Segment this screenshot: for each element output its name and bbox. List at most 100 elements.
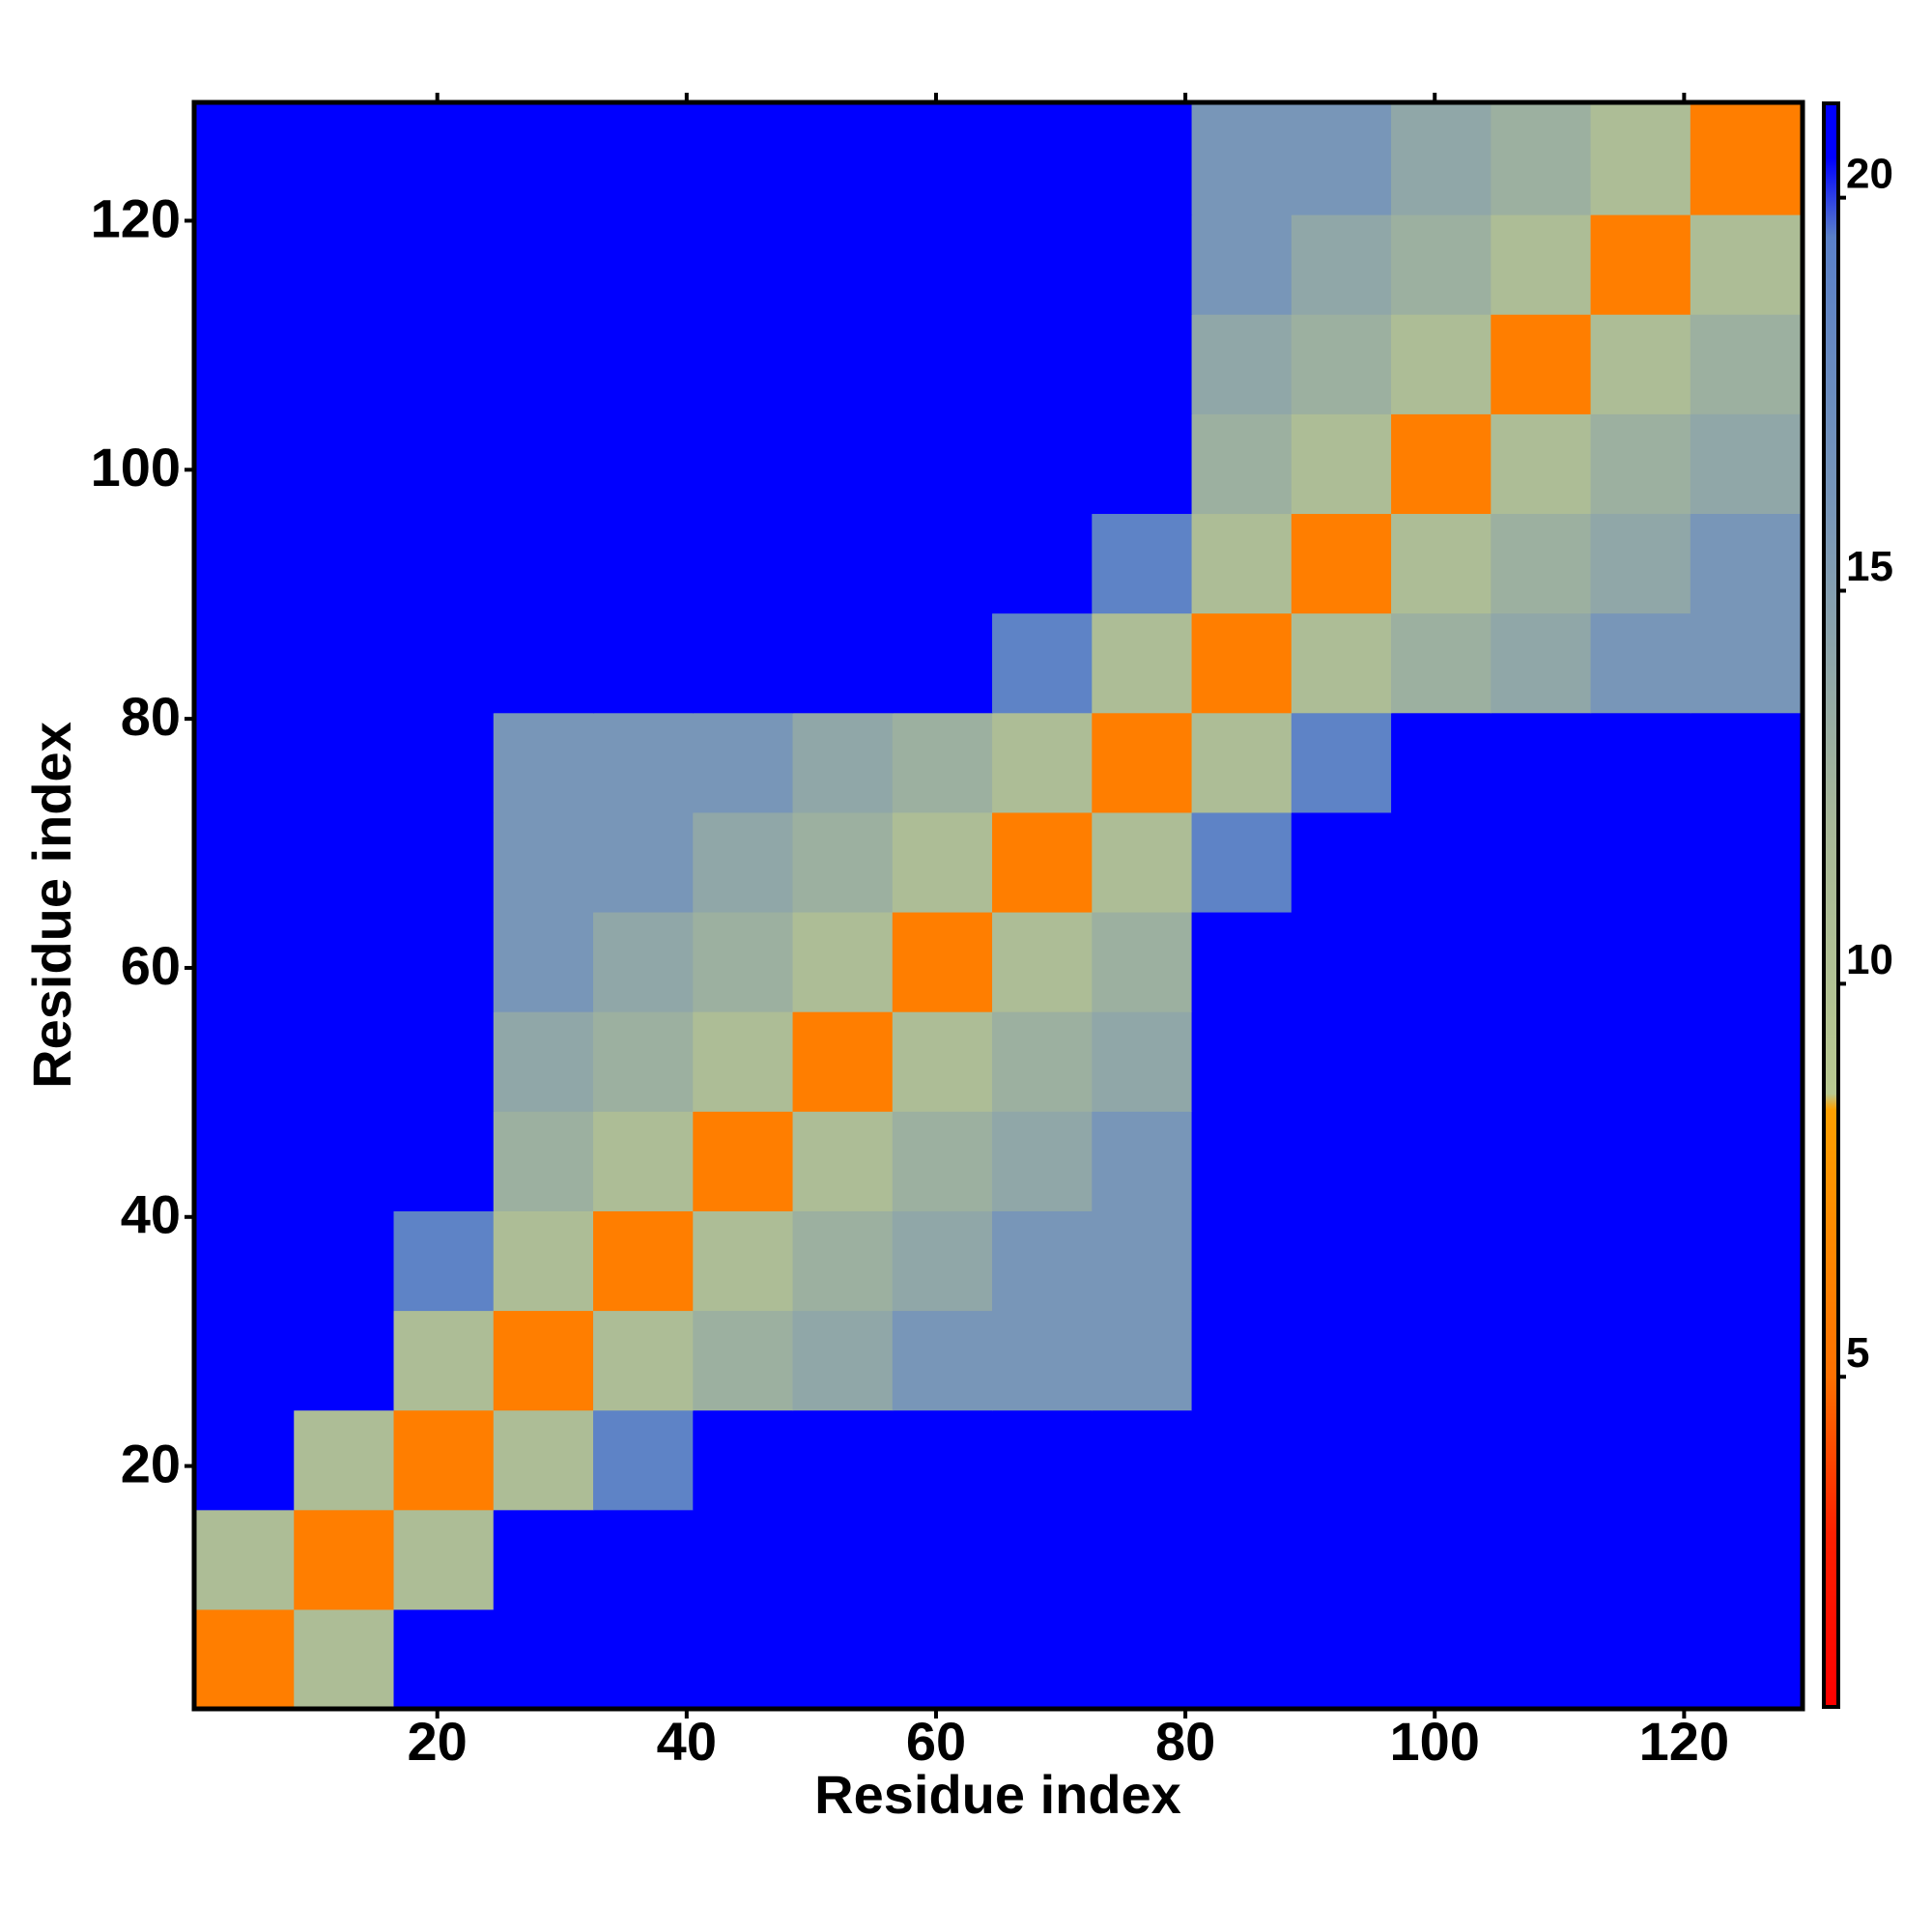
heatmap-cell — [1491, 612, 1592, 714]
heatmap-cell — [1391, 612, 1492, 714]
heatmap-cell — [892, 612, 993, 714]
heatmap-cell — [992, 1608, 1093, 1710]
heatmap-cell — [892, 712, 993, 813]
heatmap-cell — [693, 1608, 794, 1710]
heatmap-cell — [1191, 1011, 1293, 1112]
heatmap-cell — [294, 1409, 395, 1511]
heatmap-cell — [1491, 1210, 1592, 1312]
heatmap-cell — [1092, 1509, 1193, 1610]
heatmap-cell — [294, 1111, 395, 1211]
heatmap-cell — [1191, 102, 1293, 215]
heatmap-cell — [1191, 214, 1293, 315]
heatmap-cell — [294, 102, 395, 215]
heatmap-cell — [1491, 314, 1592, 414]
heatmap-cell — [493, 712, 594, 813]
heatmap-cell — [1590, 911, 1691, 1012]
heatmap-cell — [1291, 1111, 1392, 1211]
heatmap-cell — [593, 102, 694, 215]
plot-frame — [191, 99, 1805, 1712]
heatmap-cell — [593, 1111, 694, 1211]
heatmap-cell — [1191, 1210, 1293, 1312]
heatmap-cell — [493, 1210, 594, 1312]
heatmap-cell — [1590, 413, 1691, 515]
heatmap-cell — [1092, 102, 1193, 215]
heatmap-cell — [294, 911, 395, 1012]
heatmap-cell — [593, 811, 694, 913]
heatmap-cell — [294, 1210, 395, 1312]
heatmap-cell — [992, 314, 1093, 414]
x-tick-label: 120 — [1639, 1711, 1729, 1772]
heatmap-cell — [493, 413, 594, 515]
heatmap-cell — [1092, 911, 1193, 1012]
heatmap-cell — [1291, 1509, 1392, 1610]
heatmap-cell — [1092, 811, 1193, 913]
heatmap-cell — [1690, 811, 1804, 913]
heatmap-cell — [792, 712, 894, 813]
heatmap-cell — [693, 712, 794, 813]
heatmap-cell — [194, 413, 295, 515]
heatmap-cell — [1491, 513, 1592, 614]
heatmap-cell — [1690, 1210, 1804, 1312]
heatmap-cell — [1690, 1011, 1804, 1112]
heatmap-cell — [593, 712, 694, 813]
heatmap-cell — [1690, 712, 1804, 813]
heatmap-cell — [1590, 1310, 1691, 1411]
heatmap-cell — [593, 314, 694, 414]
heatmap-cell — [1491, 102, 1592, 215]
x-tick-label: 20 — [408, 1711, 468, 1772]
y-tick-label: 100 — [91, 437, 181, 497]
heatmap-cell — [693, 1509, 794, 1610]
heatmap-cell — [194, 1011, 295, 1112]
heatmap-cell — [1690, 1310, 1804, 1411]
heatmap-cell — [1291, 712, 1392, 813]
heatmap-cell — [1191, 1608, 1293, 1710]
heatmap-cell — [693, 911, 794, 1012]
heatmap-cell — [493, 911, 594, 1012]
heatmap-cell — [194, 811, 295, 913]
heatmap-cell — [892, 1608, 993, 1710]
heatmap-cell — [393, 513, 495, 614]
x-axis-label: Residue index — [814, 1764, 1181, 1825]
heatmap-cell — [294, 214, 395, 315]
heatmap-cell — [1690, 911, 1804, 1012]
heatmap-cell — [593, 214, 694, 315]
heatmap-cell — [1391, 911, 1492, 1012]
heatmap-cell — [1092, 513, 1193, 614]
heatmap-cell — [1391, 102, 1492, 215]
heatmap-cell — [1092, 314, 1193, 414]
heatmap-cell — [1690, 102, 1804, 215]
heatmap-cell — [1291, 102, 1392, 215]
heatmap-cell — [1092, 413, 1193, 515]
heatmap-cell — [1291, 1011, 1392, 1112]
heatmap-cell — [1391, 214, 1492, 315]
heatmap-cell — [892, 1409, 993, 1511]
heatmap-cell — [992, 102, 1093, 215]
y-tick-label: 40 — [121, 1184, 181, 1245]
colorbar — [1822, 101, 1840, 1709]
heatmap-cell — [792, 413, 894, 515]
heatmap-cell — [1590, 712, 1691, 813]
heatmap-cell — [792, 314, 894, 414]
heatmap-cell — [194, 1509, 295, 1610]
heatmap-cell — [693, 102, 794, 215]
heatmap-cell — [1391, 1111, 1492, 1211]
heatmap-cell — [992, 612, 1093, 714]
colorbar-tick-label: 15 — [1846, 543, 1893, 590]
heatmap-cell — [992, 811, 1093, 913]
heatmap-cell — [1191, 712, 1293, 813]
heatmap-cell — [1491, 1310, 1592, 1411]
heatmap-cell — [194, 314, 295, 414]
heatmap-cell — [393, 712, 495, 813]
heatmap-cell — [992, 1509, 1093, 1610]
heatmap-cell — [792, 513, 894, 614]
heatmap-cell — [992, 1111, 1093, 1211]
heatmap-cell — [194, 1210, 295, 1312]
heatmap-cell — [1092, 712, 1193, 813]
heatmap-cell — [393, 811, 495, 913]
heatmap-cell — [1590, 214, 1691, 315]
heatmap-cell — [792, 1409, 894, 1511]
heatmap-cell — [792, 1608, 894, 1710]
heatmap-cell — [1291, 911, 1392, 1012]
heatmap-cell — [294, 712, 395, 813]
heatmap-cell — [294, 1608, 395, 1710]
